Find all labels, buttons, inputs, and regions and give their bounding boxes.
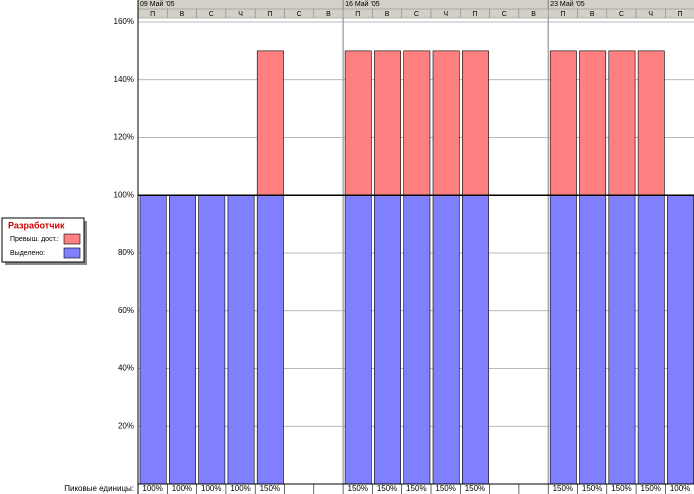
peak-value: 100%: [142, 484, 162, 493]
bar-segment: [637, 50, 665, 196]
day-label: В: [326, 11, 331, 18]
y-tick-label: 80%: [118, 248, 134, 257]
legend-label: Выделено:: [10, 250, 45, 257]
bar-segment: [579, 194, 607, 485]
legend-swatch: [63, 247, 81, 259]
day-label: П: [355, 11, 360, 18]
peak-value: 100%: [670, 484, 690, 493]
peak-value: 150%: [582, 484, 602, 493]
bar-segment: [667, 194, 694, 485]
day-label: В: [590, 11, 595, 18]
day-label: С: [619, 11, 624, 18]
day-label: В: [180, 11, 185, 18]
y-tick-label: 100%: [114, 190, 134, 199]
week-label: 23 Май '05: [550, 0, 585, 8]
bar-segment: [344, 50, 372, 196]
bar-segment: [637, 194, 665, 485]
bar-segment: [461, 194, 489, 485]
bar-segment: [579, 50, 607, 196]
day-label: П: [150, 11, 155, 18]
peak-value: 150%: [435, 484, 455, 493]
peak-value: 150%: [641, 484, 661, 493]
bar-segment: [256, 194, 284, 485]
peak-value: 150%: [377, 484, 397, 493]
day-label: С: [297, 11, 302, 18]
peak-label: Пиковые единицы:: [64, 484, 134, 493]
bar-segment: [432, 50, 460, 196]
peak-value: 150%: [406, 484, 426, 493]
day-label: П: [560, 11, 565, 18]
y-tick-label: 140%: [114, 75, 134, 84]
bar-segment: [256, 50, 284, 196]
bar-segment: [549, 194, 577, 485]
legend-label: Превыш. дост.:: [10, 236, 59, 243]
legend-title: Разработчик: [8, 220, 65, 230]
bar-segment: [374, 50, 401, 196]
peak-value: 100%: [230, 484, 250, 493]
y-tick-label: 60%: [118, 306, 134, 315]
bar-segment: [608, 194, 636, 485]
bar-segment: [432, 194, 460, 485]
y-tick-label: 40%: [118, 364, 134, 373]
bar-segment: [169, 194, 196, 485]
bar-segment: [344, 194, 372, 485]
day-label: С: [414, 11, 419, 18]
bar-segment: [549, 50, 577, 196]
week-label: 16 Май '05: [345, 0, 380, 8]
y-tick-label: 20%: [118, 421, 134, 430]
bar-segment: [139, 194, 167, 485]
peak-value: 150%: [260, 484, 280, 493]
peak-value: 150%: [553, 484, 573, 493]
bar-segment: [198, 194, 226, 485]
peak-value: 150%: [348, 484, 368, 493]
peak-value: 100%: [172, 484, 192, 493]
y-tick-label: 120%: [114, 133, 134, 142]
bar-segment: [374, 194, 401, 485]
day-label: С: [502, 11, 507, 18]
day-label: Ч: [443, 11, 448, 18]
bar-segment: [403, 50, 431, 196]
legend-swatch: [63, 233, 81, 245]
peak-value: 100%: [201, 484, 221, 493]
day-label: С: [209, 11, 214, 18]
y-tick-label: 160%: [114, 17, 134, 26]
day-label: П: [472, 11, 477, 18]
day-label: П: [267, 11, 272, 18]
day-label: В: [531, 11, 536, 18]
day-label: В: [385, 11, 390, 18]
bar-segment: [227, 194, 255, 485]
day-cell: [665, 8, 694, 19]
peak-value: 150%: [465, 484, 485, 493]
week-label: 09 Май '05: [140, 0, 175, 8]
bar-segment: [461, 50, 489, 196]
bar-segment: [403, 194, 431, 485]
bar-segment: [608, 50, 636, 196]
day-label: П: [678, 11, 683, 18]
day-label: Ч: [648, 11, 653, 18]
peak-value: 150%: [611, 484, 631, 493]
day-label: Ч: [238, 11, 243, 18]
